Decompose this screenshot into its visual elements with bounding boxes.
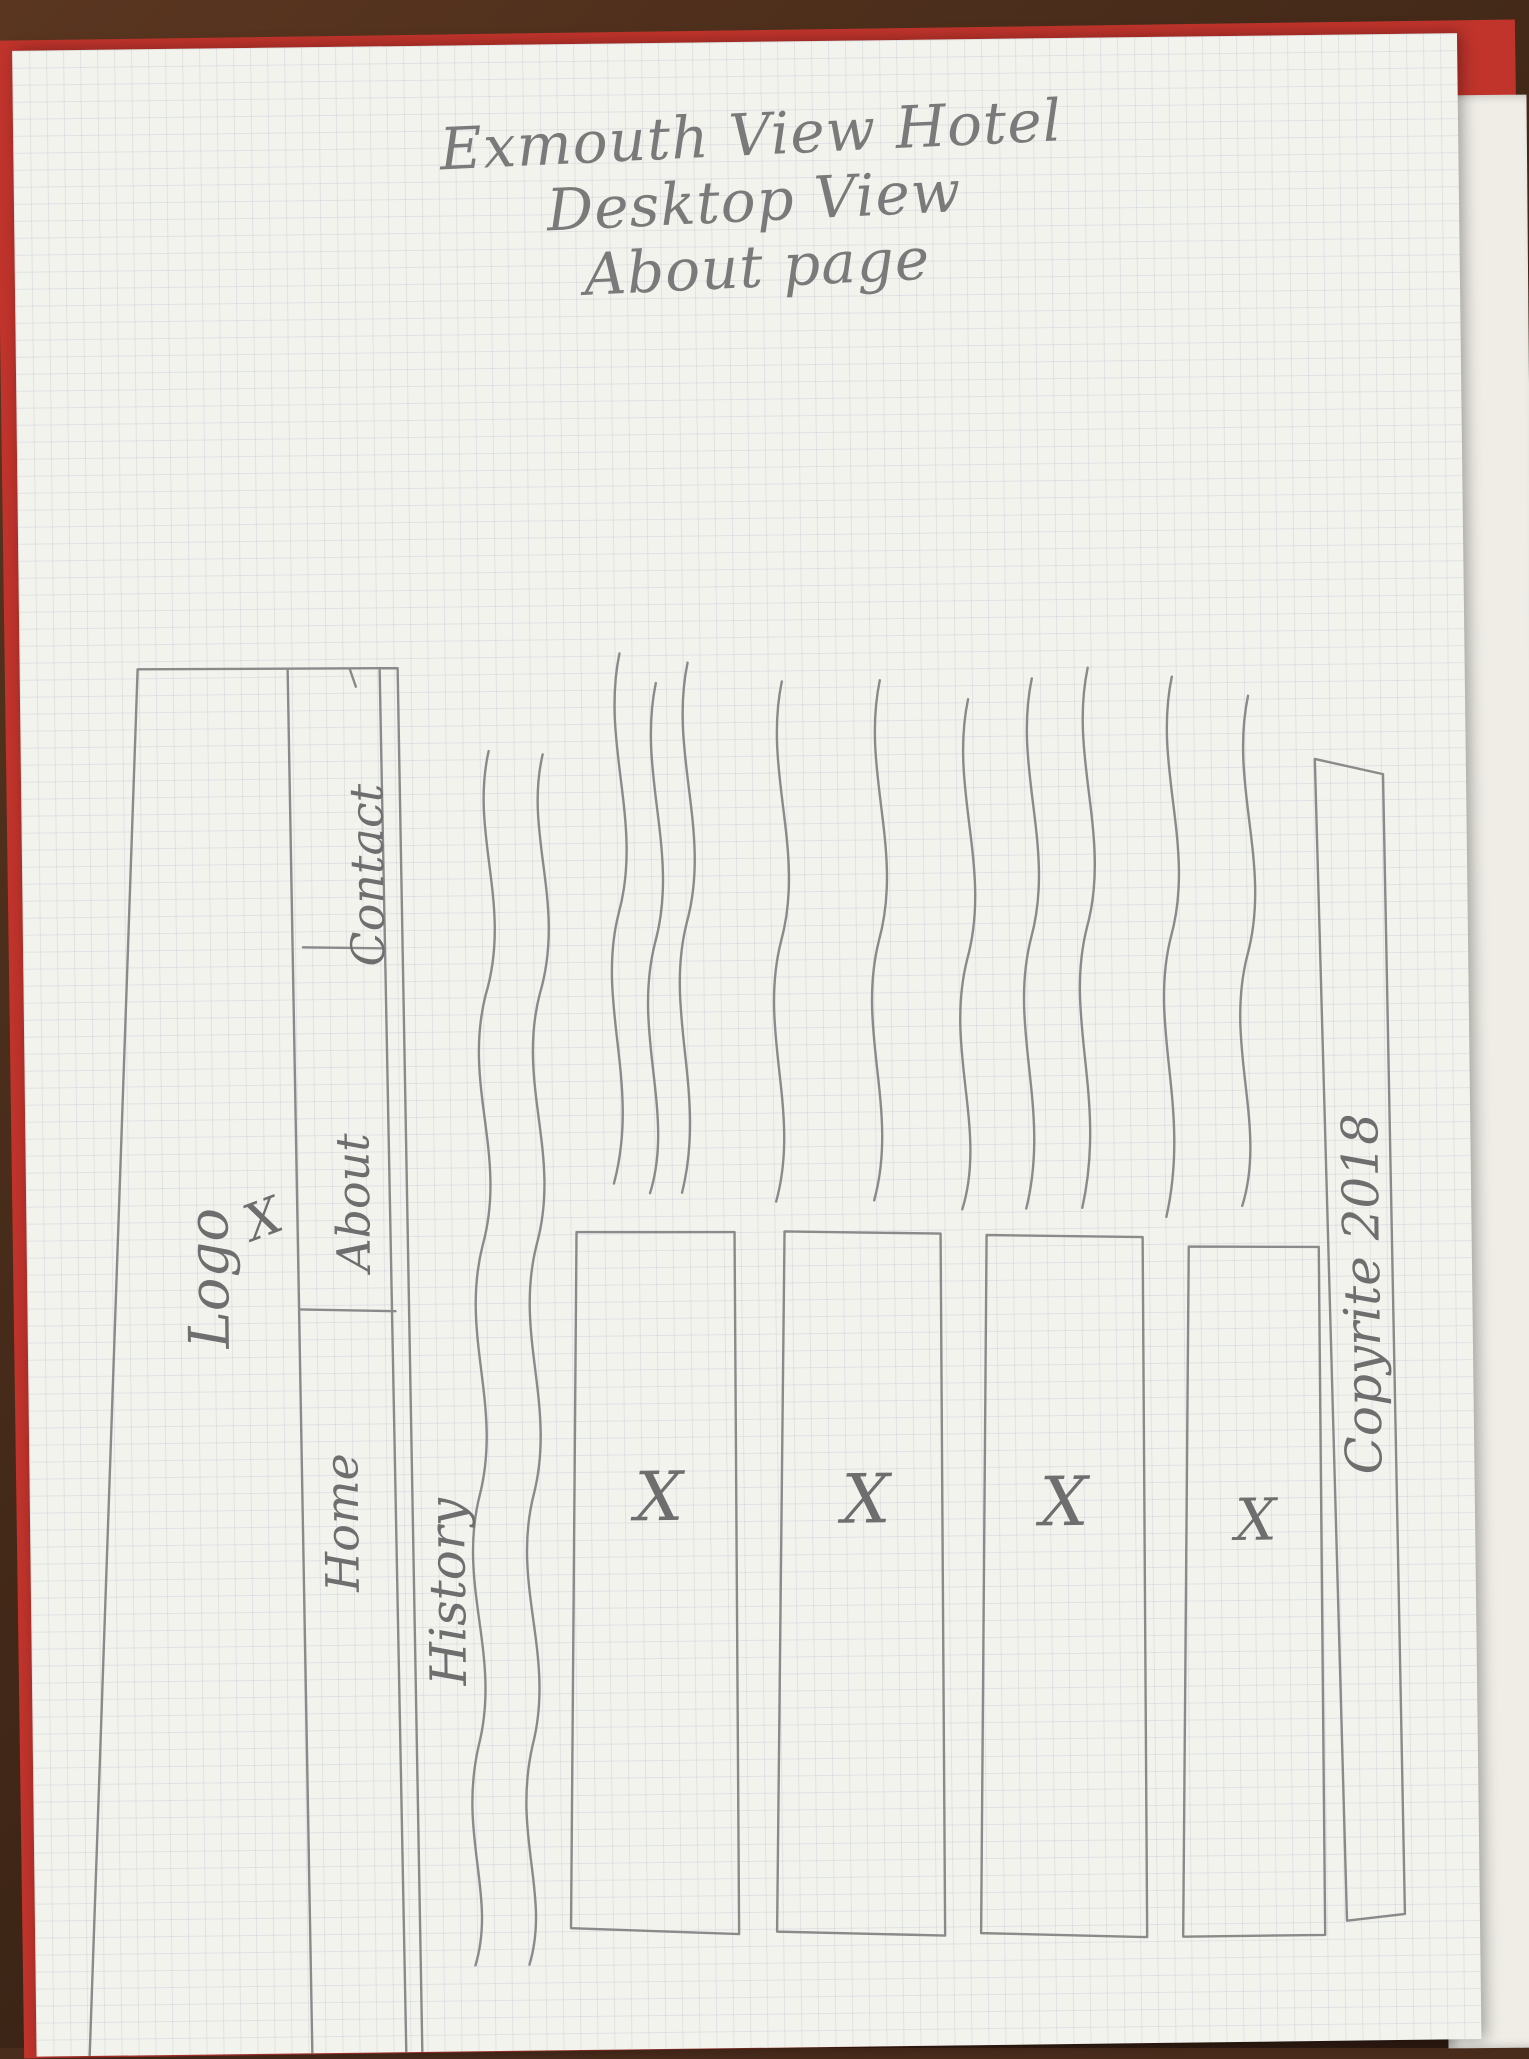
section-heading-history: History — [417, 1497, 479, 1686]
nav-item-contact: Contact — [339, 783, 396, 967]
wireframe-sketch — [12, 33, 1481, 2057]
nav-top-cap — [350, 669, 356, 687]
text-squiggle — [676, 663, 699, 1193]
image-placeholder-mark-1: X — [634, 1457, 684, 1538]
text-squiggle — [460, 751, 508, 1965]
text-squiggle — [514, 754, 562, 1964]
nav-strip-right — [380, 668, 407, 2056]
image-placeholder-mark-3: X — [1039, 1462, 1089, 1543]
nav-item-home: Home — [314, 1452, 370, 1593]
nav-divider-1 — [299, 1308, 395, 1312]
text-squiggle — [607, 653, 630, 1183]
footer-box — [1315, 758, 1405, 1921]
text-squiggle — [956, 699, 979, 1209]
image-placeholder-mark-2: X — [841, 1460, 891, 1540]
notebook-page: Exmouth View Hotel Desktop View About pa… — [12, 33, 1482, 2057]
image-placeholder-mark-4: X — [1234, 1485, 1277, 1554]
image-placeholder-box — [973, 1233, 1152, 1939]
nav-divider-2 — [303, 946, 385, 949]
image-placeholder-box — [1175, 1245, 1327, 1937]
nav-item-about: About — [325, 1132, 381, 1273]
text-squiggle — [1076, 668, 1099, 1208]
text-squiggle — [868, 680, 891, 1200]
text-squiggle — [1160, 677, 1183, 1217]
text-squiggle — [644, 683, 667, 1193]
image-placeholder-box — [769, 1230, 950, 1938]
header-box — [72, 666, 423, 2057]
text-squiggle — [770, 681, 793, 1201]
logo-label: Logo — [176, 1207, 243, 1349]
image-placeholder-box — [563, 1230, 744, 1936]
nav-strip — [288, 669, 313, 2056]
text-squiggle — [1020, 678, 1043, 1208]
footer-copyright: Copyrite 2018 — [1331, 1112, 1394, 1475]
text-squiggle — [1236, 696, 1259, 1206]
